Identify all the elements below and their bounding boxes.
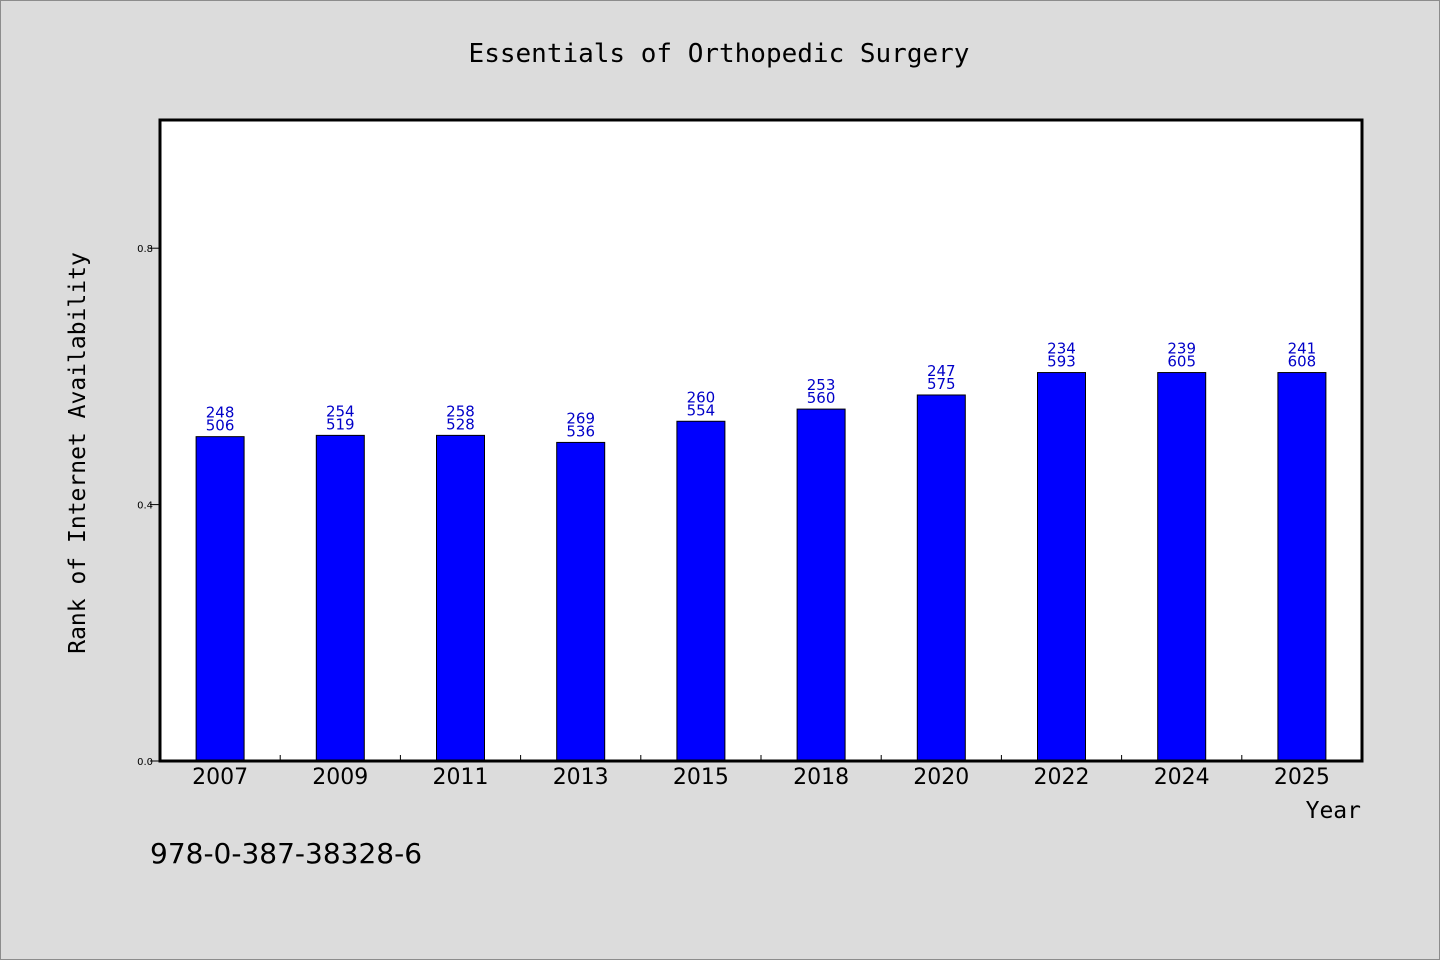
bar-label-top: 253 xyxy=(807,376,836,394)
bar xyxy=(676,420,726,762)
bar-label-top: 254 xyxy=(326,402,355,420)
bar-label-top: 247 xyxy=(927,362,956,380)
chart-title: Essentials of Orthopedic Surgery xyxy=(469,39,970,69)
x-tick-label: 2024 xyxy=(1154,765,1210,790)
x-tick-label: 2009 xyxy=(312,765,368,790)
y-axis-ticks: 0.0 0.4 0.8 xyxy=(137,244,160,768)
bar-label-top: 269 xyxy=(566,409,595,427)
bar-label-bottom: 554 xyxy=(687,401,716,419)
plot-frame xyxy=(158,118,1364,763)
bar-label-bottom: 560 xyxy=(807,389,836,407)
x-tick-label: 2022 xyxy=(1034,765,1090,790)
bar xyxy=(315,434,365,762)
bar xyxy=(916,394,966,762)
y-tick-label: 0.4 xyxy=(137,501,153,512)
bar xyxy=(1037,372,1086,762)
x-axis-ticks: 2007 2009 2011 2013 2015 2018 2020 2022 2024 2025 xyxy=(192,755,1330,790)
x-tick-label: 2007 xyxy=(192,765,248,790)
bar-label-top: 239 xyxy=(1167,340,1196,358)
bar-label-bottom: 519 xyxy=(326,415,355,433)
x-tick-label: 2013 xyxy=(553,765,609,790)
bar-label-top: 241 xyxy=(1288,340,1317,358)
bar xyxy=(436,434,485,762)
y-axis-label: Rank of Internet Availability xyxy=(65,252,91,654)
x-axis-label: Year xyxy=(1306,798,1361,824)
bar-label-top: 248 xyxy=(206,404,235,422)
bar-label-top: 258 xyxy=(446,402,475,420)
x-tick-label: 2011 xyxy=(433,765,489,790)
bar-label-top: 234 xyxy=(1047,340,1076,358)
x-tick-label: 2018 xyxy=(793,765,849,790)
y-tick-label: 0.0 xyxy=(137,757,153,768)
bar xyxy=(1277,372,1327,762)
bar-label-bottom: 506 xyxy=(206,417,235,435)
x-tick-label: 2025 xyxy=(1274,765,1330,790)
bar xyxy=(1157,372,1207,762)
bar xyxy=(796,408,846,762)
isbn-text: 978-0-387-38328-6 xyxy=(150,837,422,870)
bar-label-bottom: 605 xyxy=(1167,353,1196,371)
bar-label-bottom: 608 xyxy=(1288,353,1317,371)
bar-series xyxy=(195,372,1327,762)
y-tick-label: 0.8 xyxy=(137,244,153,255)
bar xyxy=(195,436,245,762)
bar-label-bottom: 528 xyxy=(446,415,475,433)
x-tick-label: 2020 xyxy=(913,765,969,790)
bar xyxy=(556,441,606,762)
bar-label-bottom: 593 xyxy=(1047,353,1076,371)
bar-label-bottom: 536 xyxy=(566,422,595,440)
bar-label-bottom: 575 xyxy=(927,375,956,393)
x-tick-label: 2015 xyxy=(673,765,729,790)
bar-label-top: 260 xyxy=(687,388,716,406)
